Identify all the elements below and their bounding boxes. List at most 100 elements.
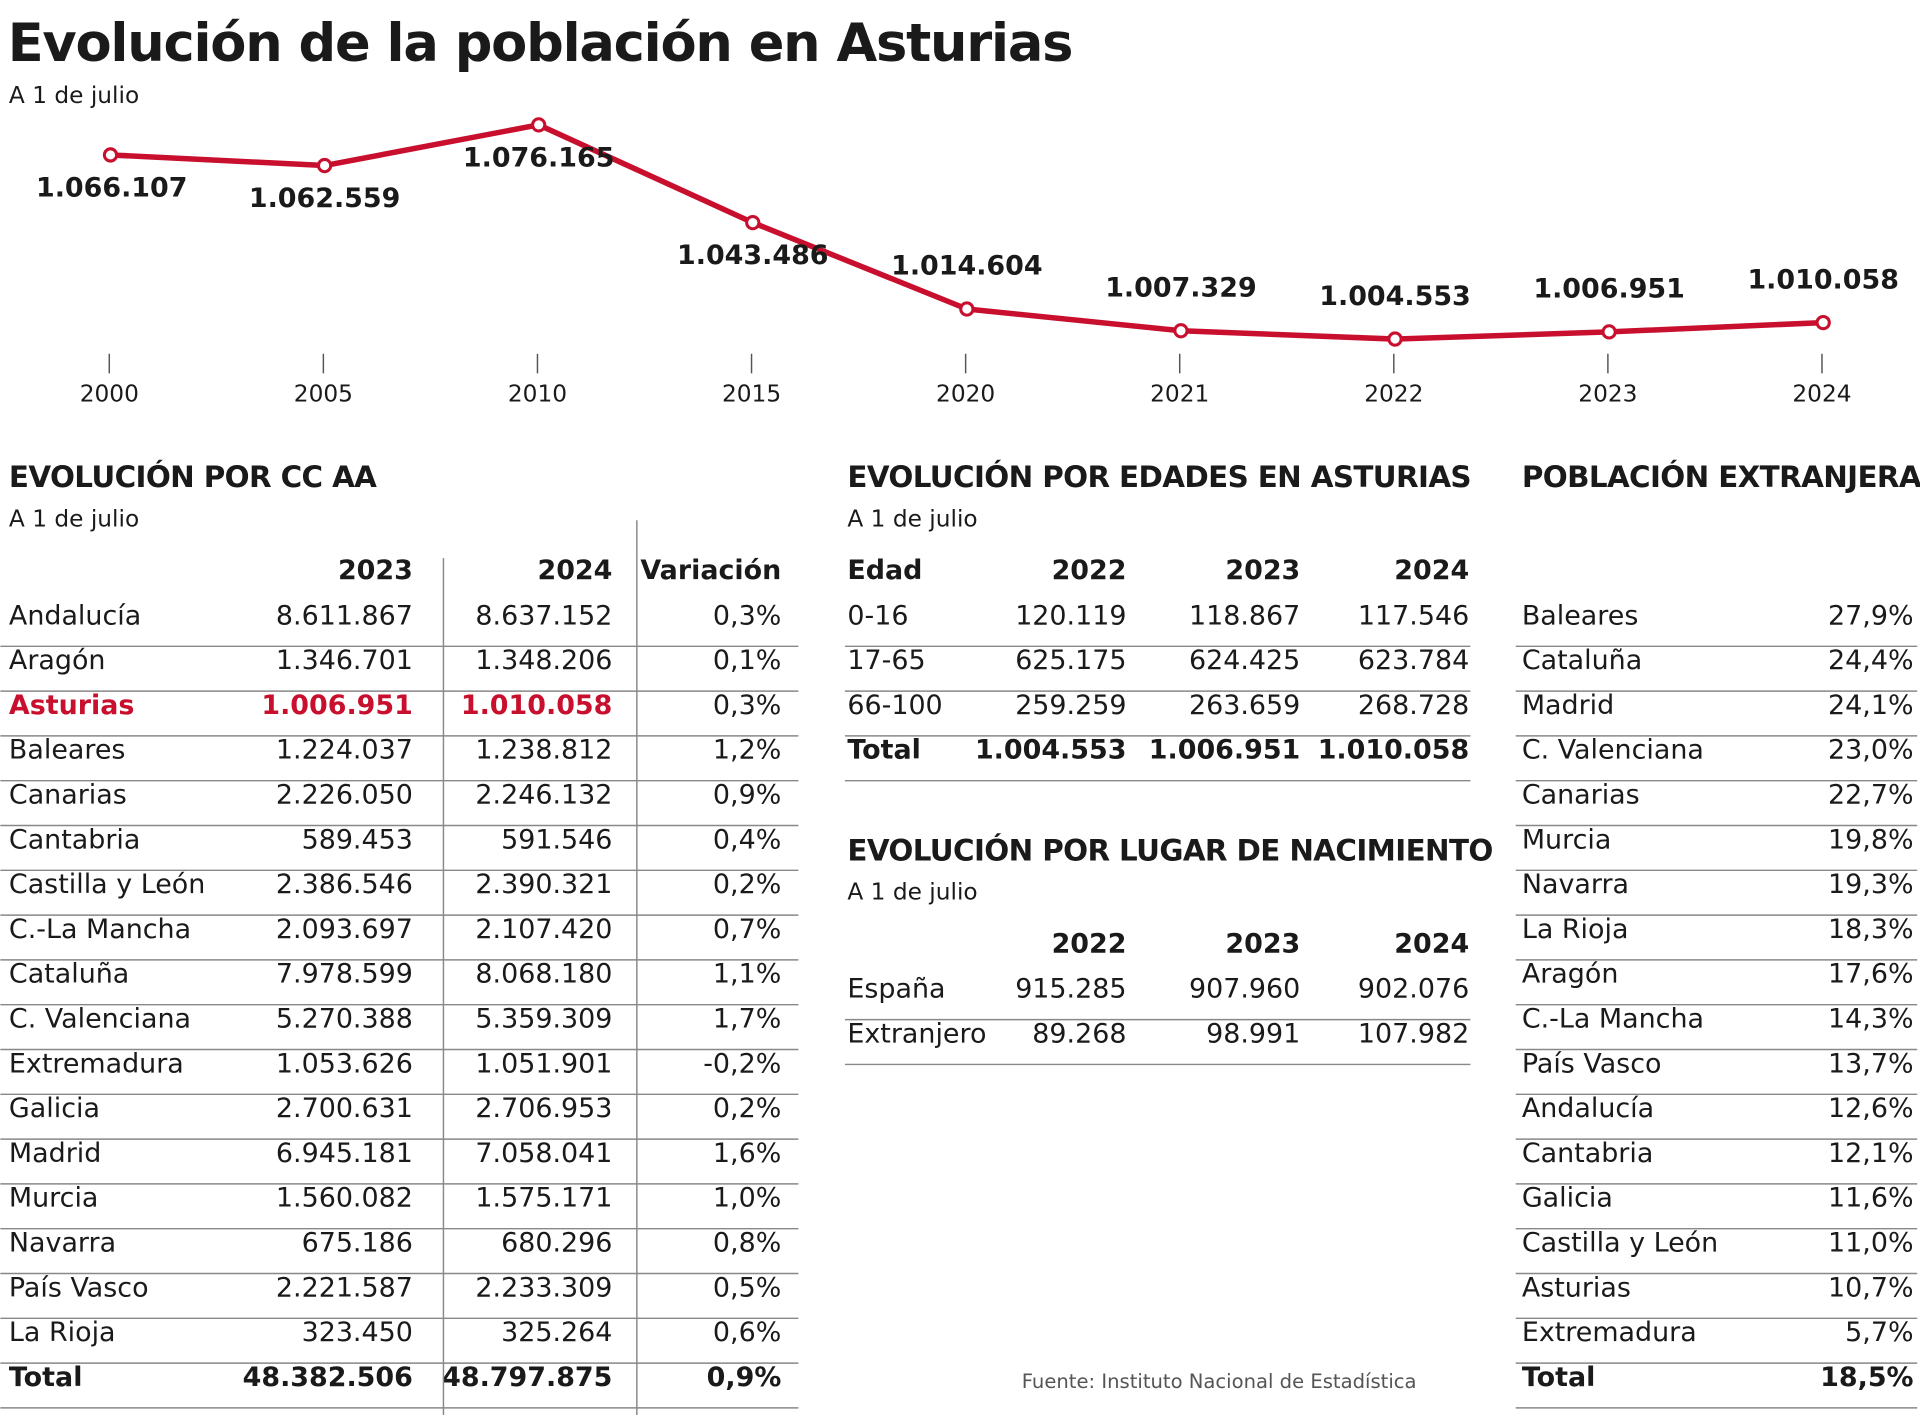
column-header: 2023 <box>1225 555 1300 586</box>
x-tick-label: 2022 <box>1364 380 1423 407</box>
total-cell: 18,5% <box>1820 1362 1913 1393</box>
total-cell: 0,9% <box>707 1362 782 1393</box>
x-tick-label: 2020 <box>936 380 995 407</box>
table-cell: 2.390.321 <box>475 869 612 900</box>
table-cell: Cataluña <box>9 959 129 990</box>
table-cell: Castilla y León <box>1522 1227 1718 1258</box>
table-cell: Madrid <box>9 1138 101 1169</box>
section-title: POBLACIÓN EXTRANJERA <box>1522 458 1920 494</box>
table-cell: 0,4% <box>713 824 781 855</box>
table-cell: 323.450 <box>302 1317 413 1348</box>
column-header: Variación <box>640 555 781 586</box>
total-cell: Total <box>847 735 921 766</box>
table-cell: 1.053.626 <box>276 1048 413 1079</box>
table-cell: Asturias <box>1522 1272 1631 1303</box>
table-cell: 7.978.599 <box>276 959 413 990</box>
table-cell: Aragón <box>9 645 106 676</box>
table-cell: 2.107.420 <box>475 914 612 945</box>
value-label: 1.006.951 <box>1533 274 1685 305</box>
table-cell: 6.945.181 <box>276 1138 413 1169</box>
table-cell: Extranjero <box>847 1018 986 1049</box>
table-cell: 1.346.701 <box>276 645 413 676</box>
x-tick-label: 2021 <box>1150 380 1209 407</box>
table-cell: 591.546 <box>501 824 612 855</box>
column-header: 2022 <box>1052 928 1127 959</box>
table-cell: País Vasco <box>9 1272 149 1303</box>
value-label: 1.076.165 <box>463 142 614 173</box>
table-cell: 17,6% <box>1828 959 1913 990</box>
x-tick-label: 2005 <box>294 380 353 407</box>
table-cell: Galicia <box>1522 1183 1613 1214</box>
table-cell: 0,5% <box>713 1272 781 1303</box>
x-tick-label: 2023 <box>1578 380 1637 407</box>
table-cell: 1,0% <box>713 1183 781 1214</box>
value-label: 1.043.486 <box>677 240 828 271</box>
table-cell: Murcia <box>1522 824 1612 855</box>
column-header: 2022 <box>1052 555 1127 586</box>
table-cell: 118.867 <box>1189 600 1300 631</box>
value-label: 1.007.329 <box>1105 272 1257 303</box>
table-cell: 12,1% <box>1828 1138 1913 1169</box>
column-header: 2023 <box>338 555 413 586</box>
point <box>959 301 975 317</box>
table-cell: Cataluña <box>1522 645 1642 676</box>
table-cell: 2.221.587 <box>276 1272 413 1303</box>
table-cell: 1.010.058 <box>461 690 613 721</box>
table-cell: 11,6% <box>1828 1183 1913 1214</box>
table-cell: 589.453 <box>302 824 413 855</box>
table-cell: 10,7% <box>1828 1272 1913 1303</box>
table-cell: 12,6% <box>1828 1093 1913 1124</box>
table-cell: España <box>847 974 945 1005</box>
table-cell: Andalucía <box>9 600 141 631</box>
table-cell: Cantabria <box>1522 1138 1653 1169</box>
point <box>1173 323 1189 339</box>
table-cell: 259.259 <box>1015 690 1126 721</box>
table-cell: 8.068.180 <box>475 959 612 990</box>
table-cell: 107.982 <box>1358 1018 1469 1049</box>
table-cell: 902.076 <box>1358 974 1469 1005</box>
table-cell: 0,1% <box>713 645 781 676</box>
table-cell: 1.575.171 <box>475 1183 612 1214</box>
table-cell: 0,7% <box>713 914 781 945</box>
table-cell: 1.348.206 <box>475 645 612 676</box>
table-cell: 2.226.050 <box>276 779 413 810</box>
table-cell: La Rioja <box>1522 914 1629 945</box>
table-cell: 0,2% <box>713 1093 781 1124</box>
table-cell: Galicia <box>9 1093 100 1124</box>
table-cell: 0,2% <box>713 869 781 900</box>
table-cell: Asturias <box>9 690 135 721</box>
table-cell: C.-La Mancha <box>1522 1003 1704 1034</box>
table-cell: 89.268 <box>1032 1018 1126 1049</box>
table-cell: Cantabria <box>9 824 140 855</box>
table-cell: 27,9% <box>1828 600 1913 631</box>
point <box>1387 331 1403 347</box>
table-cell: Madrid <box>1522 690 1614 721</box>
source: Fuente: Instituto Nacional de Estadístic… <box>1022 1370 1417 1393</box>
table-cell: 1.051.901 <box>475 1048 612 1079</box>
table-cell: 624.425 <box>1189 645 1300 676</box>
table-cell: 325.264 <box>501 1317 612 1348</box>
table-cell: 19,8% <box>1828 824 1913 855</box>
section-title: EVOLUCIÓN POR LUGAR DE NACIMIENTO <box>847 832 1492 868</box>
table-cell: C.-La Mancha <box>9 914 191 945</box>
table-cell: 24,1% <box>1828 690 1913 721</box>
table-cell: 5.359.309 <box>475 1003 612 1034</box>
total-cell: 1.010.058 <box>1318 735 1470 766</box>
table-cell: Extremadura <box>1522 1317 1697 1348</box>
table-cell: 2.233.309 <box>475 1272 612 1303</box>
table-cell: 1,7% <box>713 1003 781 1034</box>
table-cell: 2.706.953 <box>475 1093 612 1124</box>
table-cell: 5.270.388 <box>276 1003 413 1034</box>
point <box>745 214 761 231</box>
column-header: 2023 <box>1225 928 1300 959</box>
table-cell: Canarias <box>9 779 127 810</box>
table-cell: 24,4% <box>1828 645 1913 676</box>
point <box>316 157 333 174</box>
table-cell: 98.991 <box>1206 1018 1300 1049</box>
table-cell: 623.784 <box>1358 645 1469 676</box>
x-tick-label: 2000 <box>80 380 139 407</box>
table-cell: 1.238.812 <box>475 735 612 766</box>
table-cell: Navarra <box>1522 869 1629 900</box>
table-cell: 117.546 <box>1358 600 1469 631</box>
